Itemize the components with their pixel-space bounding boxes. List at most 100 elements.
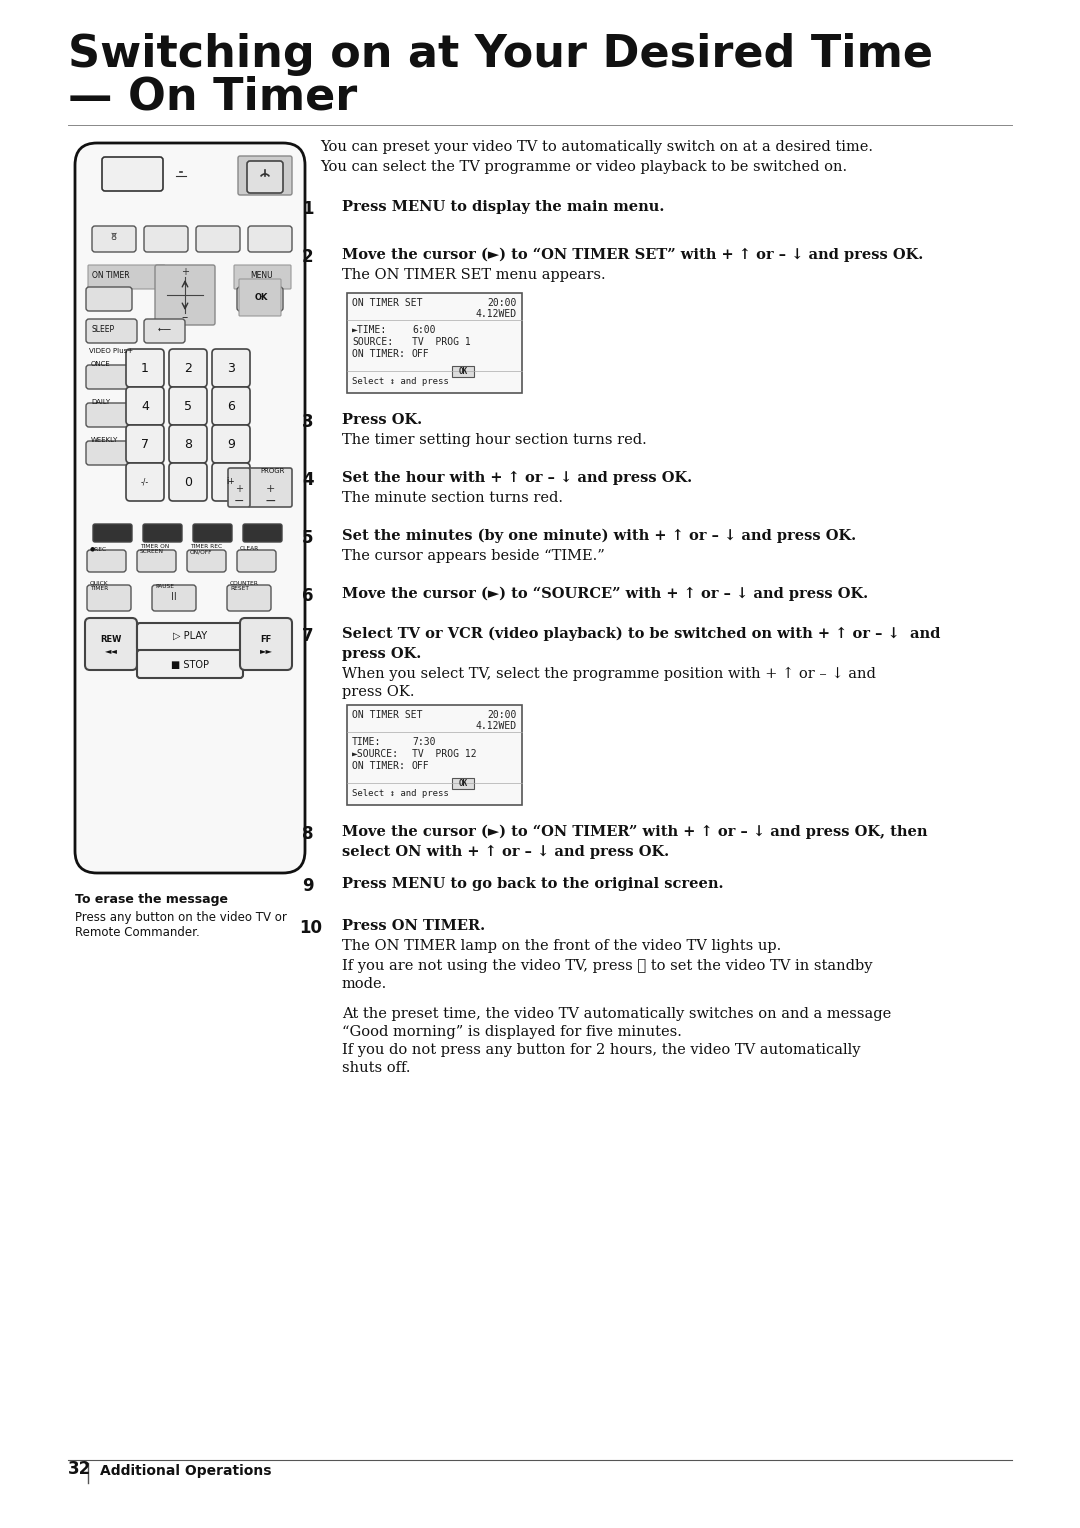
Text: MENU: MENU xyxy=(251,270,273,280)
FancyBboxPatch shape xyxy=(240,617,292,669)
Text: II: II xyxy=(171,591,177,602)
Text: The ON TIMER SET menu appears.: The ON TIMER SET menu appears. xyxy=(342,267,606,283)
FancyBboxPatch shape xyxy=(137,550,176,571)
Text: PAUSE: PAUSE xyxy=(156,584,174,588)
Text: 10: 10 xyxy=(299,918,322,937)
Text: shuts off.: shuts off. xyxy=(342,1060,410,1076)
FancyBboxPatch shape xyxy=(168,387,207,425)
FancyBboxPatch shape xyxy=(126,348,164,387)
Text: mode.: mode. xyxy=(342,976,388,992)
FancyBboxPatch shape xyxy=(212,348,249,387)
Text: ●REC: ●REC xyxy=(90,547,107,552)
Text: 0: 0 xyxy=(184,475,192,489)
Text: Select ↕ and press: Select ↕ and press xyxy=(352,377,449,387)
Text: OFF: OFF xyxy=(411,761,430,772)
Text: 5: 5 xyxy=(184,399,192,413)
Text: Press MENU to go back to the original screen.: Press MENU to go back to the original sc… xyxy=(342,877,724,891)
Text: The timer setting hour section turns red.: The timer setting hour section turns red… xyxy=(342,432,647,448)
Text: DAILY: DAILY xyxy=(91,399,110,405)
Text: If you do not press any button for 2 hours, the video TV automatically: If you do not press any button for 2 hou… xyxy=(342,1044,861,1057)
Text: 4.12WED: 4.12WED xyxy=(476,721,517,730)
Text: “Good morning” is displayed for five minutes.: “Good morning” is displayed for five min… xyxy=(342,1025,681,1039)
FancyBboxPatch shape xyxy=(195,226,240,252)
Text: TV  PROG 12: TV PROG 12 xyxy=(411,749,476,759)
Text: 32: 32 xyxy=(68,1459,91,1478)
FancyBboxPatch shape xyxy=(168,425,207,463)
Text: 6: 6 xyxy=(302,587,313,605)
Text: OK: OK xyxy=(458,778,468,787)
Text: When you select TV, select the programme position with + ↑ or – ↓ and: When you select TV, select the programme… xyxy=(342,668,876,681)
Text: 2: 2 xyxy=(184,362,192,374)
Text: ←—: ←— xyxy=(158,324,172,333)
Bar xyxy=(347,704,522,805)
Text: 9: 9 xyxy=(227,437,235,451)
FancyBboxPatch shape xyxy=(137,623,243,651)
Text: Press OK.: Press OK. xyxy=(342,413,422,426)
FancyBboxPatch shape xyxy=(126,387,164,425)
Text: 2: 2 xyxy=(302,248,313,266)
Text: Set the hour with + ↑ or – ↓ and press OK.: Set the hour with + ↑ or – ↓ and press O… xyxy=(342,471,692,486)
FancyBboxPatch shape xyxy=(243,524,282,542)
Text: ►TIME:: ►TIME: xyxy=(352,325,388,335)
FancyBboxPatch shape xyxy=(212,387,249,425)
FancyBboxPatch shape xyxy=(85,617,137,669)
Text: CLEAR: CLEAR xyxy=(240,547,259,552)
Text: 20:00: 20:00 xyxy=(488,711,517,720)
Text: OFF: OFF xyxy=(411,348,430,359)
Text: press OK.: press OK. xyxy=(342,646,421,662)
Bar xyxy=(347,293,522,393)
FancyBboxPatch shape xyxy=(137,649,243,678)
Text: TIMER ON
SCREEN: TIMER ON SCREEN xyxy=(140,544,170,555)
Text: You can select the TV programme or video playback to be switched on.: You can select the TV programme or video… xyxy=(320,160,847,174)
FancyBboxPatch shape xyxy=(152,585,195,611)
Text: press OK.: press OK. xyxy=(342,685,415,698)
FancyBboxPatch shape xyxy=(92,226,136,252)
Text: Press MENU to display the main menu.: Press MENU to display the main menu. xyxy=(342,200,664,214)
FancyBboxPatch shape xyxy=(102,157,163,191)
Text: 6:00: 6:00 xyxy=(411,325,435,335)
Text: +: + xyxy=(235,484,243,494)
FancyBboxPatch shape xyxy=(238,156,292,196)
FancyBboxPatch shape xyxy=(187,550,226,571)
Text: 1: 1 xyxy=(141,362,149,374)
Text: 9: 9 xyxy=(302,877,313,895)
Text: 4: 4 xyxy=(302,471,313,489)
Text: The ON TIMER lamp on the front of the video TV lights up.: The ON TIMER lamp on the front of the vi… xyxy=(342,940,781,953)
Text: ON TIMER SET: ON TIMER SET xyxy=(352,711,422,720)
Text: 7: 7 xyxy=(302,626,313,645)
Text: 3: 3 xyxy=(227,362,235,374)
Text: QUICK
TIMER: QUICK TIMER xyxy=(90,581,109,591)
Text: 3: 3 xyxy=(302,413,313,431)
Text: ON TIMER SET: ON TIMER SET xyxy=(352,298,422,309)
Text: OK: OK xyxy=(458,367,468,376)
FancyBboxPatch shape xyxy=(247,160,283,193)
Text: If you are not using the video TV, press ⏻ to set the video TV in standby: If you are not using the video TV, press… xyxy=(342,960,873,973)
FancyBboxPatch shape xyxy=(248,468,292,507)
FancyBboxPatch shape xyxy=(93,524,132,542)
FancyBboxPatch shape xyxy=(212,463,249,501)
Text: Move the cursor (►) to “ON TIMER” with + ↑ or – ↓ and press OK, then: Move the cursor (►) to “ON TIMER” with +… xyxy=(342,825,928,839)
FancyBboxPatch shape xyxy=(126,463,164,501)
Text: +: + xyxy=(181,267,189,277)
FancyBboxPatch shape xyxy=(193,524,232,542)
Text: ONCE: ONCE xyxy=(91,361,111,367)
FancyBboxPatch shape xyxy=(234,264,291,289)
Text: Press any button on the video TV or
Remote Commander.: Press any button on the video TV or Remo… xyxy=(75,911,287,940)
Text: — On Timer: — On Timer xyxy=(68,76,357,119)
FancyBboxPatch shape xyxy=(75,144,305,872)
FancyBboxPatch shape xyxy=(239,280,281,316)
Text: Additional Operations: Additional Operations xyxy=(100,1464,271,1478)
Text: To erase the message: To erase the message xyxy=(75,892,228,906)
Text: -/-: -/- xyxy=(140,477,149,486)
Bar xyxy=(453,367,474,377)
FancyBboxPatch shape xyxy=(227,585,271,611)
FancyBboxPatch shape xyxy=(126,425,164,463)
Text: 4: 4 xyxy=(141,399,149,413)
FancyBboxPatch shape xyxy=(168,463,207,501)
Text: ON TIMER:: ON TIMER: xyxy=(352,761,405,772)
FancyBboxPatch shape xyxy=(144,226,188,252)
FancyBboxPatch shape xyxy=(228,468,249,507)
Text: Set the minutes (by one minute) with + ↑ or – ↓ and press OK.: Set the minutes (by one minute) with + ↑… xyxy=(342,529,856,544)
Text: WEEKLY: WEEKLY xyxy=(91,437,119,443)
Text: 4.12WED: 4.12WED xyxy=(476,309,517,319)
